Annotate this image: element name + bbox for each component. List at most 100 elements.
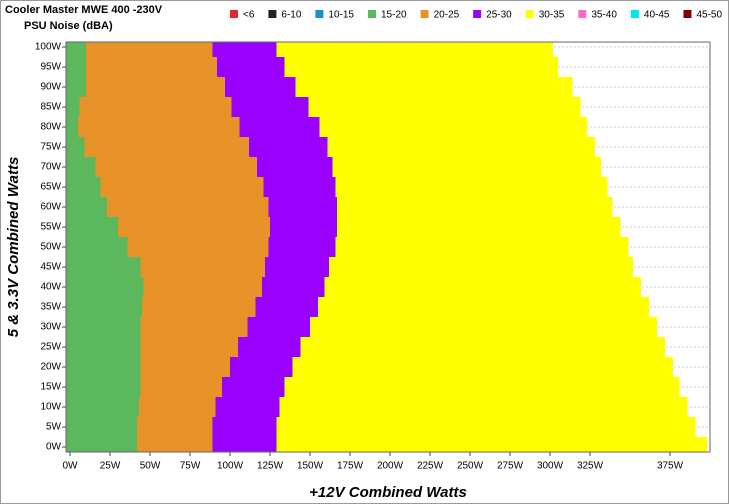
y-tick-label: 0W xyxy=(46,442,62,453)
y-tick-label: 20W xyxy=(40,362,61,373)
band-cell xyxy=(84,137,250,157)
band-cell xyxy=(276,437,707,452)
band-cell xyxy=(249,137,328,157)
band-cell xyxy=(66,97,80,117)
band-cell xyxy=(66,277,144,297)
band-cell xyxy=(215,397,280,417)
band-cell xyxy=(238,337,301,357)
legend-swatch xyxy=(268,10,277,18)
y-tick-label: 10W xyxy=(40,402,61,413)
band-cell xyxy=(276,42,554,57)
band-cell xyxy=(86,57,218,77)
band-cell xyxy=(239,117,320,137)
band-cell xyxy=(66,177,101,197)
band-cell xyxy=(222,377,285,397)
legend-swatch xyxy=(230,10,238,18)
y-tick-label: 95W xyxy=(40,62,61,73)
band-cell xyxy=(140,257,266,277)
x-tick-label: 0W xyxy=(63,461,79,472)
band-cell xyxy=(143,277,262,297)
band-cell xyxy=(66,437,138,452)
band-cell xyxy=(66,257,141,277)
band-cell xyxy=(86,77,226,97)
band-cell xyxy=(255,297,318,317)
band-cell xyxy=(335,237,629,257)
band-cell xyxy=(212,437,277,452)
legend-label: 10-15 xyxy=(328,10,354,21)
y-tick-label: 75W xyxy=(40,142,61,153)
band-cell xyxy=(279,397,688,417)
band-cell xyxy=(138,397,216,417)
y-tick-label: 80W xyxy=(40,122,61,133)
legend-label: 6-10 xyxy=(281,10,301,21)
band-cell xyxy=(66,42,86,57)
band-cell xyxy=(308,97,581,117)
band-cell xyxy=(140,317,248,337)
legend-swatch xyxy=(368,10,376,18)
legend-label: 30-35 xyxy=(539,10,565,21)
legend-label: 20-25 xyxy=(434,10,460,21)
legend-swatch xyxy=(630,10,639,18)
band-cell xyxy=(140,377,222,397)
band-cell xyxy=(284,377,680,397)
x-tick-label: 125W xyxy=(257,461,284,472)
legend-swatch xyxy=(420,10,429,18)
band-cell xyxy=(335,177,608,197)
y-tick-label: 60W xyxy=(40,202,61,213)
band-cell xyxy=(230,357,293,377)
legend-swatch xyxy=(473,10,482,18)
band-cell xyxy=(332,157,602,177)
y-tick-label: 35W xyxy=(40,302,61,313)
band-cell xyxy=(263,177,336,197)
band-cell xyxy=(66,157,96,177)
band-cell xyxy=(318,297,650,317)
band-cell xyxy=(66,237,128,257)
x-tick-label: 300W xyxy=(537,461,564,472)
band-cell xyxy=(66,297,142,317)
band-cell xyxy=(66,77,86,97)
band-cell xyxy=(140,337,238,357)
x-tick-label: 275W xyxy=(497,461,524,472)
y-tick-label: 50W xyxy=(40,242,61,253)
band-cell xyxy=(270,217,338,237)
band-cell xyxy=(66,397,139,417)
band-cell xyxy=(262,277,325,297)
band-cell xyxy=(66,197,107,217)
legend-label: 40-45 xyxy=(644,10,670,21)
band-cell xyxy=(292,357,674,377)
band-cell xyxy=(100,177,264,197)
band-cell xyxy=(140,357,230,377)
y-tick-label: 90W xyxy=(40,82,61,93)
band-cell xyxy=(142,297,256,317)
x-tick-label: 150W xyxy=(297,461,324,472)
band-cell xyxy=(212,417,277,437)
band-cell xyxy=(66,317,141,337)
x-tick-label: 225W xyxy=(417,461,444,472)
band-cell xyxy=(225,77,296,97)
legend-label: <6 xyxy=(243,10,255,21)
band-cell xyxy=(137,417,213,437)
band-cell xyxy=(329,257,634,277)
band-cell xyxy=(337,197,613,217)
x-tick-label: 200W xyxy=(377,461,404,472)
band-cell xyxy=(66,117,78,137)
x-tick-label: 375W xyxy=(657,461,684,472)
legend-label: 45-50 xyxy=(696,10,722,21)
x-tick-label: 175W xyxy=(337,461,364,472)
plot-border xyxy=(65,41,711,453)
y-tick-label: 45W xyxy=(40,262,61,273)
legend-swatch xyxy=(315,10,324,18)
band-cell xyxy=(79,97,232,117)
legend-label: 35-40 xyxy=(591,10,617,21)
band-cell xyxy=(300,337,666,357)
y-tick-label: 85W xyxy=(40,102,61,113)
legend-label: 15-20 xyxy=(381,10,407,21)
y-tick-label: 40W xyxy=(40,282,61,293)
band-cell xyxy=(327,137,595,157)
y-axis-title: 5 & 3.3V Combined Watts xyxy=(5,157,22,338)
y-tick-label: 30W xyxy=(40,322,61,333)
legend-swatch xyxy=(525,10,534,18)
band-cell xyxy=(66,377,141,397)
y-tick-label: 25W xyxy=(40,342,61,353)
chart-title: Cooler Master MWE 400 -230V xyxy=(5,4,163,16)
